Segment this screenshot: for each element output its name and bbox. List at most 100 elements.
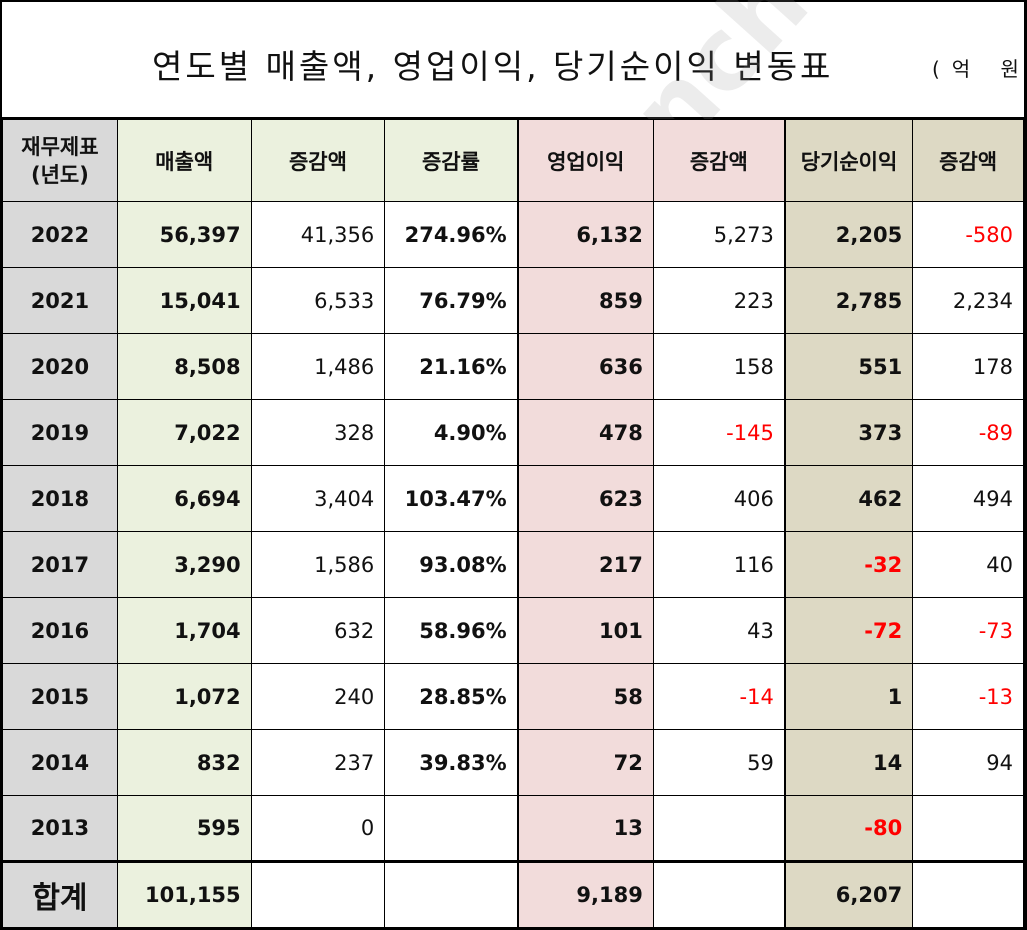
- cell-operating-change: 223: [652, 267, 786, 334]
- table-title: 연도별 매출액, 영업이익, 당기순이익 변동표: [152, 47, 834, 86]
- cell-sales-change: 1,586: [250, 531, 386, 598]
- total-empty: [912, 860, 1024, 928]
- table-row: 2020 8,508 1,486 21.16% 636 158 551 178: [2, 333, 1024, 400]
- cell-operating: 636: [516, 333, 654, 400]
- header-operating: 영업이익: [516, 119, 654, 202]
- cell-operating-change: 116: [652, 531, 786, 598]
- table-row: 2014 832 237 39.83% 72 59 14 94: [2, 729, 1024, 796]
- header-year: 재무제표 (년도): [2, 119, 118, 202]
- cell-sales-rate: 39.83%: [384, 729, 519, 796]
- header-sales: 매출액: [116, 119, 252, 202]
- cell-sales-change: 1,486: [250, 333, 386, 400]
- cell-net-change: 40: [912, 531, 1024, 598]
- cell-net: -80: [783, 795, 914, 862]
- title-bar: 연도별 매출액, 영업이익, 당기순이익 변동표 (억 원): [2, 2, 1027, 119]
- cell-sales: 832: [116, 729, 252, 796]
- cell-sales-rate: 58.96%: [384, 597, 519, 664]
- cell-net-change: [912, 795, 1024, 862]
- cell-net-change: -73: [912, 597, 1024, 664]
- cell-sales-rate: 76.79%: [384, 267, 519, 334]
- cell-sales: 8,508: [116, 333, 252, 400]
- cell-sales: 6,694: [116, 465, 252, 532]
- cell-operating-change: 43: [652, 597, 786, 664]
- header-net-change: 증감액: [912, 119, 1024, 202]
- header-net: 당기순이익: [783, 119, 914, 202]
- cell-sales-change: 328: [250, 399, 386, 466]
- cell-net: 373: [783, 399, 914, 466]
- cell-net-change: -13: [912, 663, 1024, 730]
- cell-year: 2021: [2, 267, 118, 334]
- cell-operating-change: 59: [652, 729, 786, 796]
- cell-sales-rate: 28.85%: [384, 663, 519, 730]
- cell-sales-change: 240: [250, 663, 386, 730]
- header-year-line1: 재무제표: [21, 134, 99, 159]
- cell-net: -32: [783, 531, 914, 598]
- cell-year: 2013: [2, 795, 118, 862]
- table-row: 2017 3,290 1,586 93.08% 217 116 -32 40: [2, 531, 1024, 598]
- cell-sales-change: 3,404: [250, 465, 386, 532]
- header-operating-change: 증감액: [652, 119, 786, 202]
- total-label: 합계: [2, 860, 118, 928]
- cell-year: 2019: [2, 399, 118, 466]
- cell-net-change: -580: [912, 201, 1024, 268]
- table-row: 2019 7,022 328 4.90% 478 -145 373 -89: [2, 399, 1024, 466]
- cell-operating: 101: [516, 597, 654, 664]
- cell-operating: 217: [516, 531, 654, 598]
- cell-sales: 595: [116, 795, 252, 862]
- cell-sales: 1,072: [116, 663, 252, 730]
- cell-net-change: 94: [912, 729, 1024, 796]
- cell-net-change: 2,234: [912, 267, 1024, 334]
- header-sales-change: 증감액: [250, 119, 386, 202]
- cell-operating: 58: [516, 663, 654, 730]
- table-body: 재무제표 (년도) 매출액 증감액 증감률 영업이익 증감액 당기순이익 증감액 …: [2, 119, 1024, 928]
- table-row: 2021 15,041 6,533 76.79% 859 223 2,785 2,234: [2, 267, 1024, 334]
- total-sales: 101,155: [116, 860, 252, 928]
- cell-operating-change: 406: [652, 465, 786, 532]
- cell-operating: 623: [516, 465, 654, 532]
- cell-net-change: 178: [912, 333, 1024, 400]
- cell-year: 2022: [2, 201, 118, 268]
- cell-operating-change: 5,273: [652, 201, 786, 268]
- cell-net: 551: [783, 333, 914, 400]
- total-empty: [652, 860, 786, 928]
- cell-operating-change: [652, 795, 786, 862]
- cell-net-change: 494: [912, 465, 1024, 532]
- header-sales-rate: 증감률: [384, 119, 519, 202]
- total-row: 합계 101,155 9,189 6,207: [2, 860, 1024, 928]
- cell-year: 2016: [2, 597, 118, 664]
- cell-net: 2,205: [783, 201, 914, 268]
- cell-net: 2,785: [783, 267, 914, 334]
- cell-sales-change: 632: [250, 597, 386, 664]
- header-year-line2: (년도): [30, 162, 89, 187]
- cell-operating: 13: [516, 795, 654, 862]
- cell-operating: 478: [516, 399, 654, 466]
- cell-sales-change: 41,356: [250, 201, 386, 268]
- cell-net: 1: [783, 663, 914, 730]
- table-row: 2013 595 0 13 -80: [2, 795, 1024, 862]
- cell-net: 462: [783, 465, 914, 532]
- table-row: 2016 1,704 632 58.96% 101 43 -72 -73: [2, 597, 1024, 664]
- financial-table: 재무제표 (년도) 매출액 증감액 증감률 영업이익 증감액 당기순이익 증감액 …: [2, 119, 1024, 928]
- cell-year: 2018: [2, 465, 118, 532]
- unit-label: (억 원): [932, 57, 1027, 81]
- cell-sales-rate: 103.47%: [384, 465, 519, 532]
- cell-operating-change: -145: [652, 399, 786, 466]
- cell-sales: 1,704: [116, 597, 252, 664]
- cell-operating: 72: [516, 729, 654, 796]
- table-row: 2015 1,072 240 28.85% 58 -14 1 -13: [2, 663, 1024, 730]
- total-empty: [384, 860, 519, 928]
- cell-net: -72: [783, 597, 914, 664]
- cell-sales: 15,041: [116, 267, 252, 334]
- cell-net: 14: [783, 729, 914, 796]
- total-net: 6,207: [783, 860, 914, 928]
- cell-year: 2020: [2, 333, 118, 400]
- cell-sales: 7,022: [116, 399, 252, 466]
- cell-sales: 3,290: [116, 531, 252, 598]
- cell-sales-change: 237: [250, 729, 386, 796]
- cell-operating: 6,132: [516, 201, 654, 268]
- cell-year: 2017: [2, 531, 118, 598]
- header-row: 재무제표 (년도) 매출액 증감액 증감률 영업이익 증감액 당기순이익 증감액: [2, 119, 1024, 202]
- cell-year: 2014: [2, 729, 118, 796]
- cell-year: 2015: [2, 663, 118, 730]
